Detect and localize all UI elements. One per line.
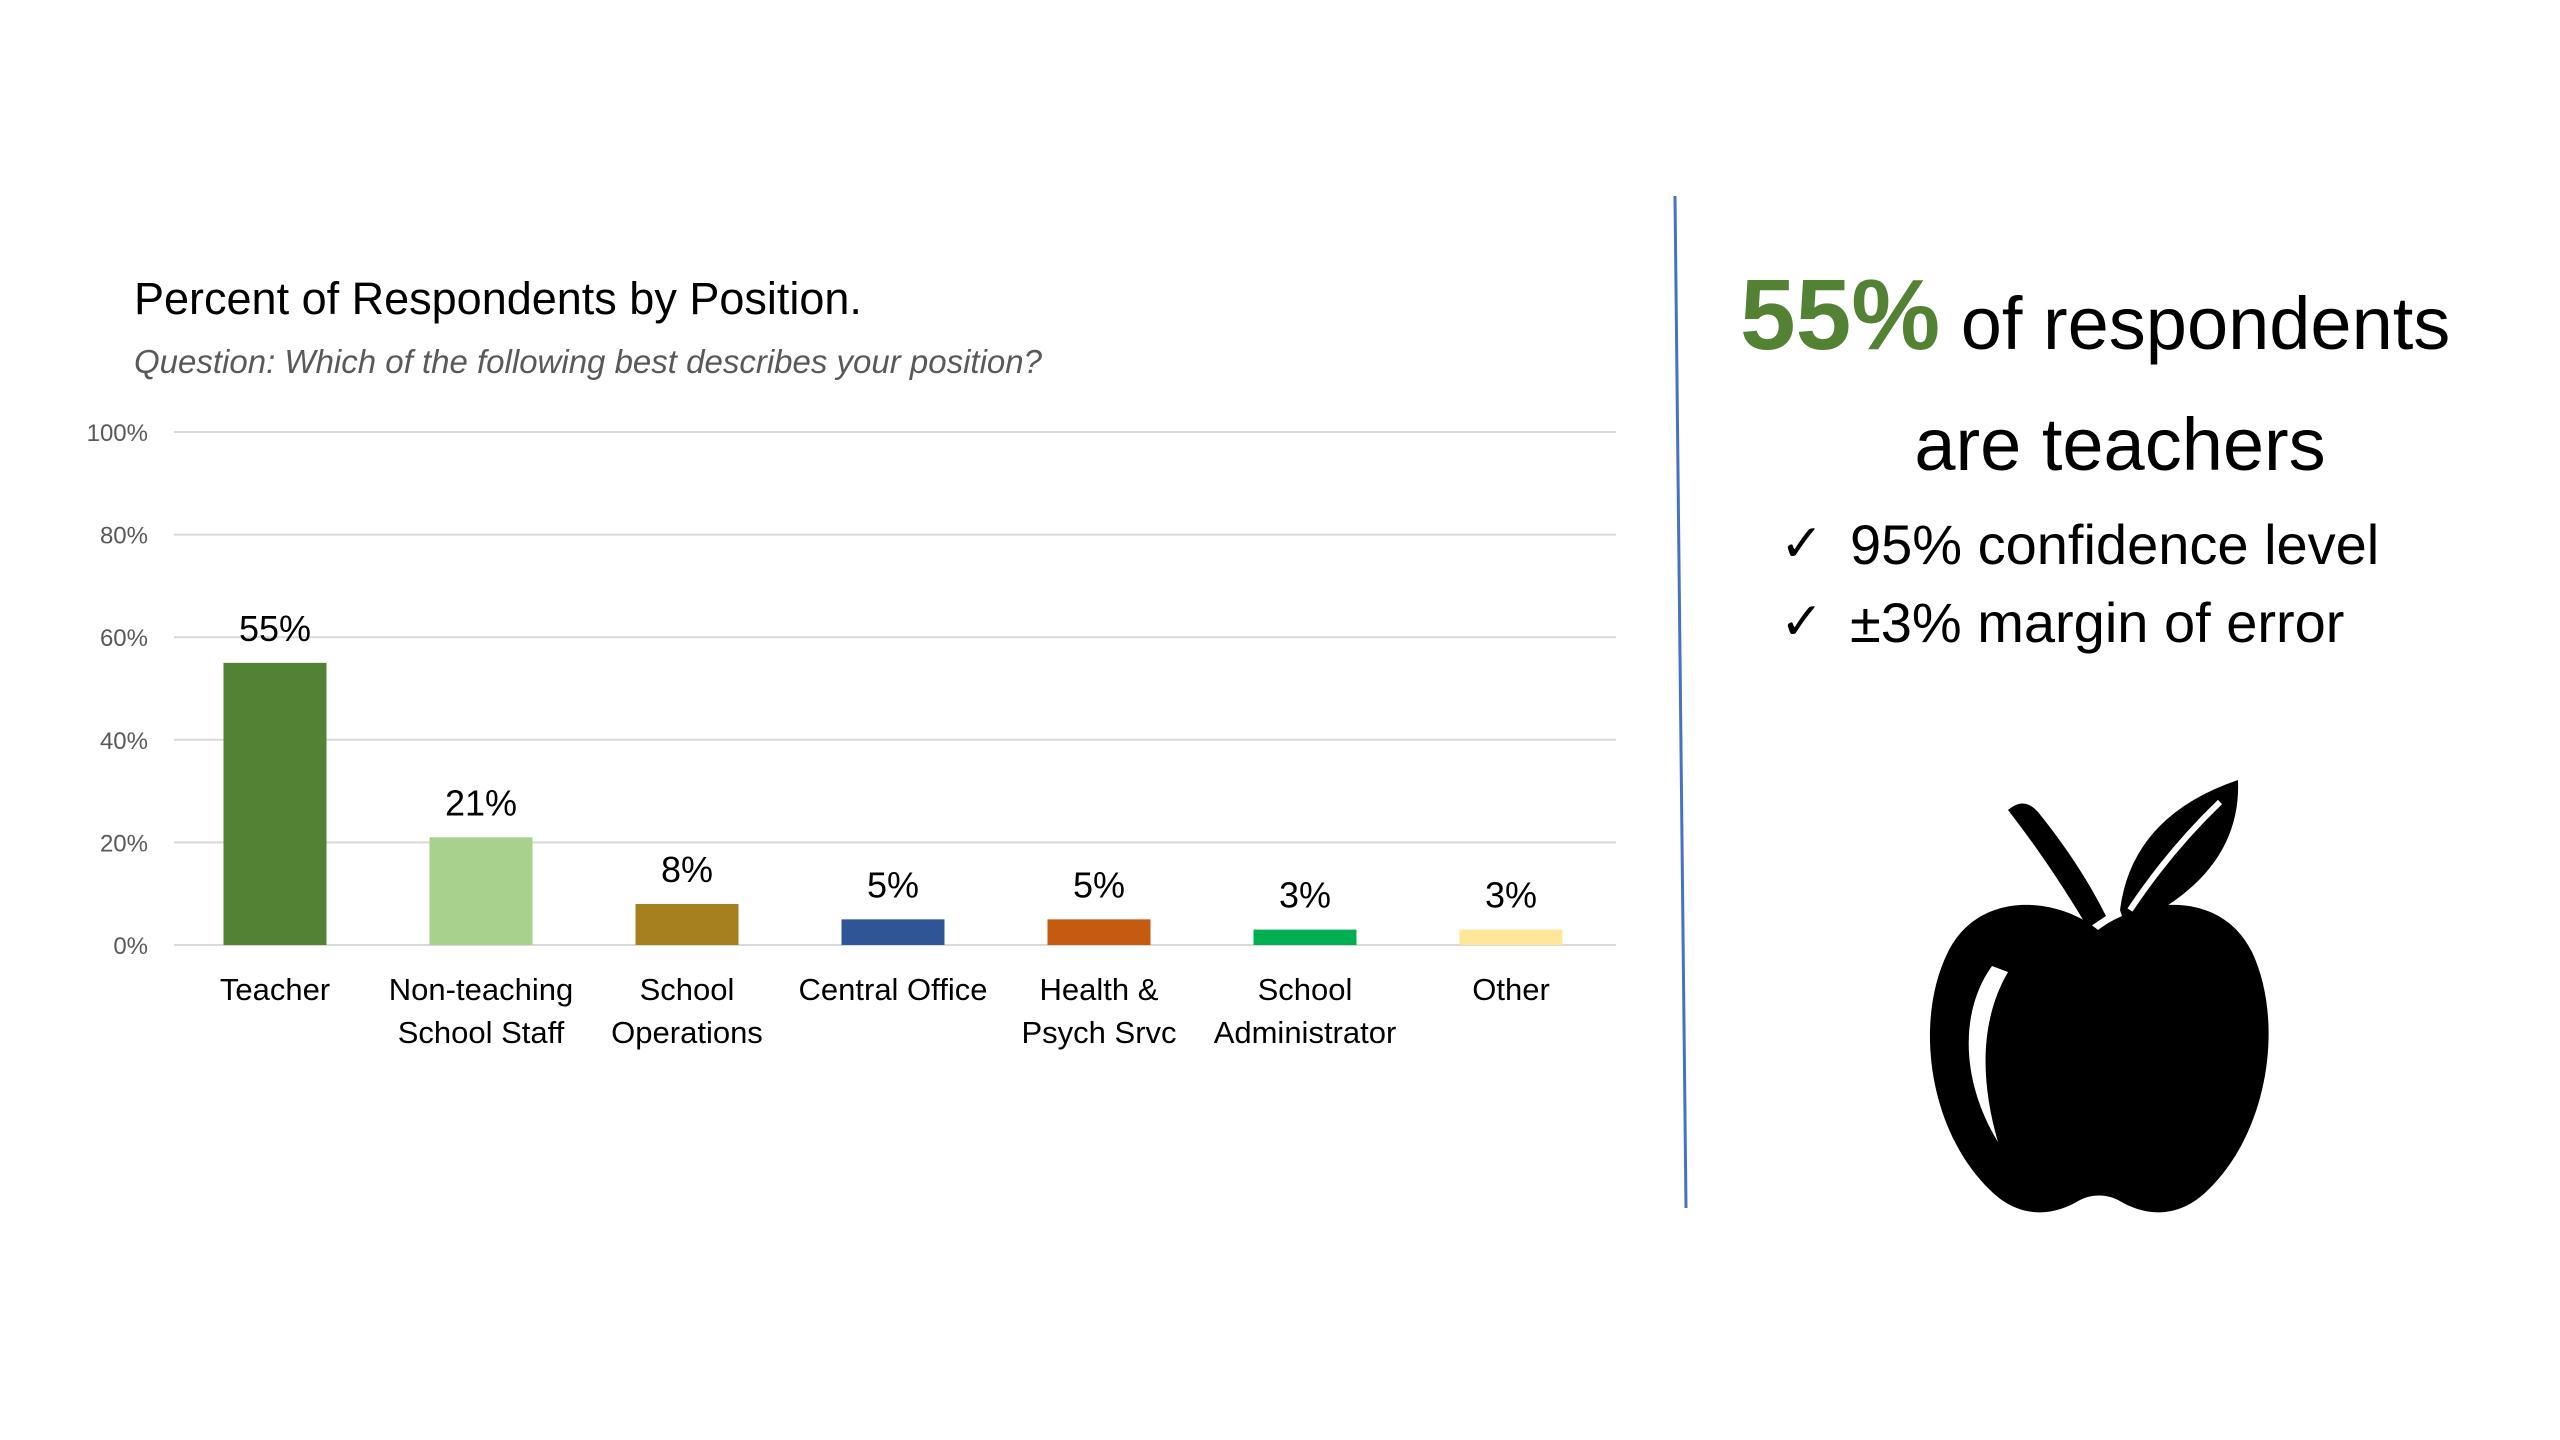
checklist: ✓ 95% confidence level ✓ ±3% margin of e… — [1780, 505, 2379, 661]
data-label: 3% — [1279, 875, 1331, 916]
checklist-item-text: 95% confidence level — [1850, 512, 2380, 576]
chart-subtitle: Question: Which of the following best de… — [134, 343, 1043, 380]
category-label: Psych Srvc — [1021, 1015, 1176, 1050]
bar — [1459, 929, 1563, 945]
chart-title: Percent of Respondents by Position. — [134, 273, 862, 324]
category-label: Other — [1472, 972, 1550, 1007]
apple-icon — [1929, 780, 2269, 1213]
bar — [1047, 919, 1151, 945]
category-label: School — [640, 972, 735, 1007]
category-label: Health & — [1040, 972, 1159, 1007]
category-label: Administrator — [1214, 1015, 1397, 1050]
data-label: 5% — [867, 864, 919, 905]
data-label: 5% — [1073, 864, 1125, 905]
bar-chart: Percent of Respondents by Position. Ques… — [87, 273, 1616, 1050]
checklist-item: ✓ 95% confidence level — [1780, 505, 2379, 583]
chart-panel: Percent of Respondents by Position. Ques… — [87, 273, 1616, 1050]
headline: 55% of respondents — [1740, 260, 2540, 379]
checklist-item: ✓ ±3% margin of error — [1780, 583, 2379, 661]
headline-line-2: are teachers — [1914, 403, 2326, 486]
check-icon: ✓ — [1780, 515, 1824, 573]
y-tick-label: 60% — [100, 625, 148, 652]
y-tick-label: 40% — [100, 728, 148, 755]
category-label: School — [1258, 972, 1353, 1007]
category-label: Non-teaching — [389, 972, 573, 1007]
headline-highlight: 55% — [1740, 259, 1941, 371]
category-label: Teacher — [220, 972, 330, 1007]
y-tick-label: 100% — [87, 420, 148, 447]
category-label: School Staff — [398, 1015, 565, 1050]
data-label: 8% — [661, 849, 713, 890]
data-label: 21% — [445, 782, 517, 823]
category-label: Central Office — [799, 972, 988, 1007]
headline-text: of respondents — [1940, 282, 2451, 365]
bar — [1253, 929, 1357, 945]
bar — [635, 903, 739, 945]
y-tick-label: 20% — [100, 830, 148, 857]
bar — [429, 837, 533, 945]
data-label: 3% — [1485, 875, 1537, 916]
category-label: Operations — [611, 1015, 763, 1050]
checklist-item-text: ±3% margin of error — [1850, 590, 2345, 654]
check-icon: ✓ — [1780, 593, 1824, 651]
y-tick-label: 80% — [100, 523, 148, 550]
y-tick-label: 0% — [113, 933, 148, 960]
bar — [841, 919, 945, 945]
bar — [223, 662, 327, 945]
data-label: 55% — [239, 608, 311, 649]
